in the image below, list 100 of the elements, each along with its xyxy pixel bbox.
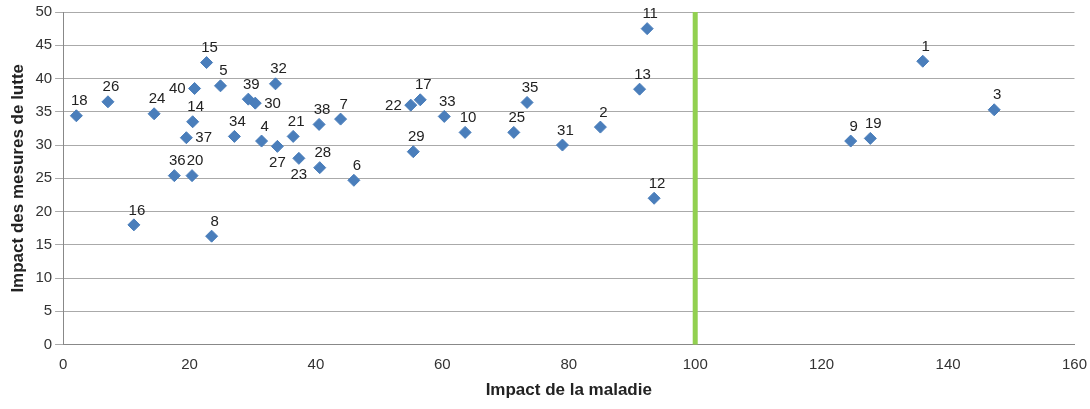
annotation: 16 (128, 200, 146, 218)
annotation: 29 (407, 127, 425, 145)
annotation: 15 (201, 38, 218, 56)
annotation: 9 (849, 116, 858, 134)
annotation: 18 (71, 91, 88, 109)
point (863, 131, 877, 145)
x-tick-label: 0 (58, 354, 68, 372)
annotation: 22 (385, 95, 402, 113)
point (555, 138, 569, 152)
point (286, 129, 300, 143)
annotation: 8 (210, 211, 219, 229)
x-tick-label: 120 (809, 354, 835, 372)
annotation: 13 (634, 64, 651, 82)
point (987, 103, 1001, 117)
annotation: 7 (339, 94, 348, 112)
y-tick-label: 45 (35, 35, 53, 53)
annotation: 37 (195, 128, 213, 146)
x-axis-title: Impact de la maladie (485, 380, 652, 400)
point (186, 115, 200, 129)
point (313, 161, 327, 175)
annotation: 1 (921, 36, 930, 54)
annotation: 4 (260, 116, 269, 134)
y-tick-label: 10 (35, 268, 53, 286)
y-tick-label: 30 (35, 135, 53, 153)
point (437, 109, 451, 123)
annotation: 35 (521, 78, 539, 96)
annotation: 17 (414, 75, 432, 93)
annotation: 40 (168, 79, 186, 97)
annotation: 14 (187, 97, 205, 115)
point (200, 56, 214, 70)
annotation: 19 (864, 114, 882, 132)
y-tick-label: 15 (35, 234, 53, 252)
point (268, 77, 282, 91)
annotation: 38 (313, 100, 331, 118)
annotation: 25 (508, 108, 526, 126)
point (844, 134, 858, 148)
point (347, 173, 361, 187)
point (458, 125, 472, 139)
annotation: 36 (169, 151, 186, 169)
point (647, 191, 661, 205)
x-tick-label: 160 (1061, 354, 1087, 372)
y-tick-label: 5 (43, 301, 53, 319)
y-tick-label: 50 (35, 2, 53, 20)
annotation: 39 (242, 74, 260, 92)
point (127, 218, 141, 232)
annotation: 20 (186, 151, 204, 169)
annotation: 2 (599, 102, 608, 120)
point (185, 169, 199, 183)
point (255, 134, 269, 148)
point (205, 229, 219, 243)
x-tick-label: 140 (935, 354, 961, 372)
y-axis-title: Impact des mesures de lutte (7, 63, 27, 293)
point (916, 54, 930, 68)
point (227, 129, 241, 143)
annotation: 26 (102, 77, 120, 95)
annotation: 32 (270, 59, 287, 77)
x-tick-label: 80 (560, 354, 578, 372)
annotation: 28 (314, 143, 332, 161)
annotation: 10 (459, 108, 477, 126)
annotation: 27 (269, 153, 286, 171)
annotation: 24 (148, 89, 166, 107)
point (147, 107, 161, 121)
point (188, 82, 202, 95)
point (593, 120, 607, 134)
y-tick-label: 25 (35, 168, 53, 186)
point (101, 95, 115, 109)
point (270, 139, 284, 153)
annotation: 3 (993, 85, 1002, 103)
x-tick-label: 100 (682, 354, 708, 372)
point (406, 145, 420, 159)
annotation: 34 (229, 112, 246, 130)
y-tick-label: 20 (35, 201, 53, 219)
point (413, 93, 427, 107)
y-tick-label: 0 (43, 334, 53, 352)
point (640, 22, 654, 36)
annotation: 6 (352, 155, 362, 173)
point (404, 98, 418, 112)
x-tick-label: 40 (307, 354, 325, 372)
point (241, 92, 255, 106)
annotation: 5 (219, 61, 228, 79)
point (633, 82, 647, 96)
y-tick-label: 40 (35, 68, 53, 86)
point (334, 112, 348, 126)
x-tick-label: 60 (434, 354, 451, 372)
point (292, 151, 306, 165)
point (179, 131, 193, 145)
point (213, 79, 227, 93)
point (312, 117, 326, 131)
point (507, 125, 521, 139)
annotation: 23 (290, 164, 308, 182)
x-tick-label: 20 (181, 354, 198, 372)
point (520, 95, 534, 109)
point (167, 169, 181, 183)
annotation: 31 (557, 120, 574, 138)
annotation: 12 (648, 173, 666, 191)
annotation: 33 (438, 92, 456, 110)
annotation: 30 (264, 93, 281, 111)
annotation: 11 (642, 4, 658, 22)
y-tick-label: 35 (35, 101, 53, 119)
point (69, 109, 83, 123)
